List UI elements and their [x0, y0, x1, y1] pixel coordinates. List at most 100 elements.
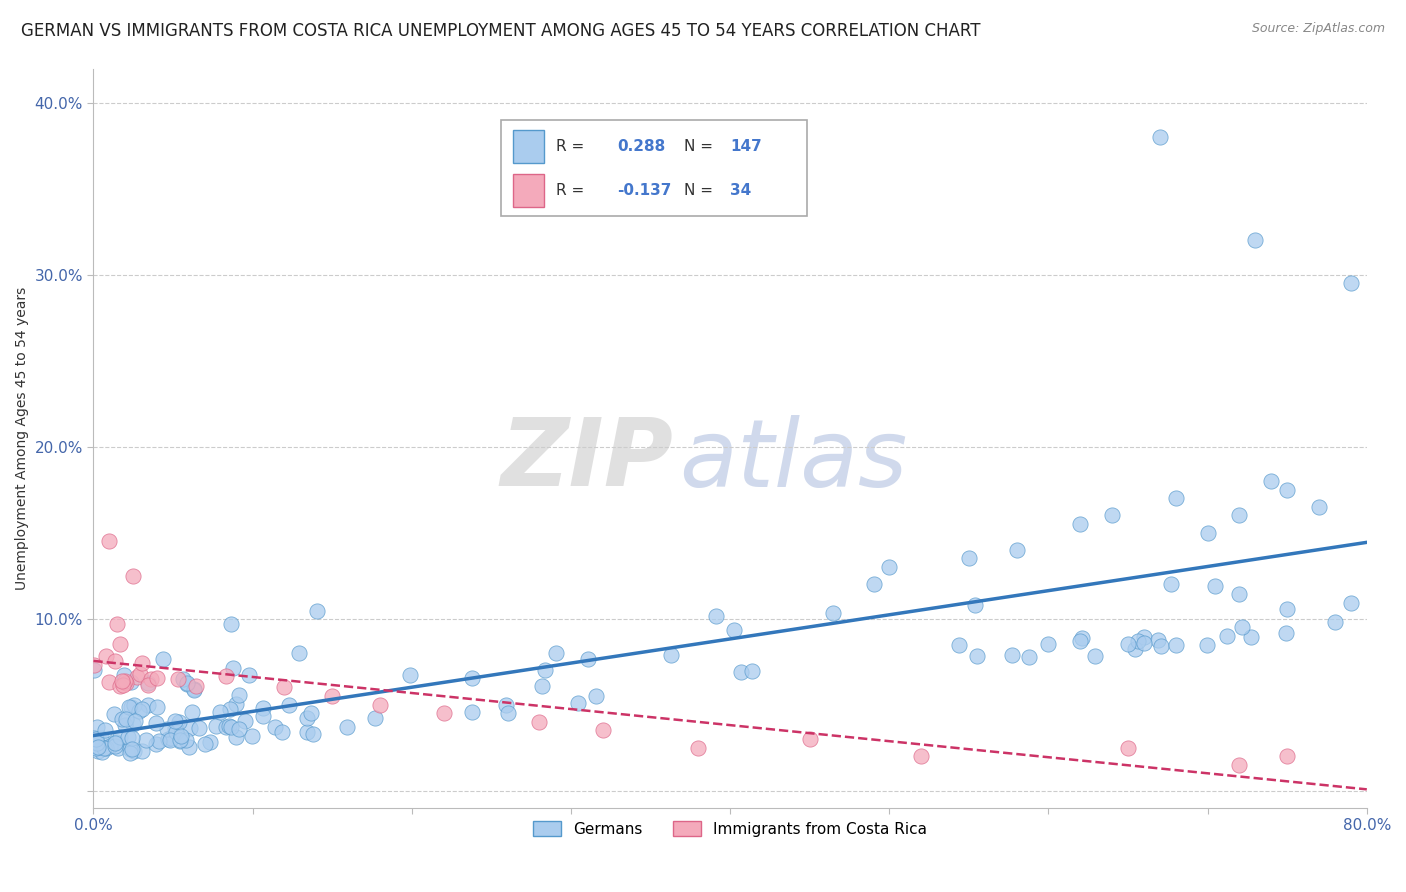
Point — [111, 712, 134, 726]
Point — [177, 739, 200, 754]
Point — [117, 731, 139, 745]
Point — [114, 718, 136, 732]
Point — [169, 732, 191, 747]
Point — [165, 725, 187, 739]
Point — [152, 652, 174, 666]
Point — [1239, 630, 1261, 644]
Point — [93, 741, 115, 756]
Point — [112, 667, 135, 681]
Point — [297, 711, 319, 725]
Point — [1018, 649, 1040, 664]
Point — [1150, 639, 1173, 653]
Point — [107, 741, 129, 756]
Point — [183, 681, 205, 696]
Point — [84, 741, 107, 756]
Point — [1340, 277, 1362, 291]
Point — [121, 741, 143, 756]
Point — [278, 698, 301, 712]
Point — [1133, 636, 1156, 650]
Point — [1001, 648, 1024, 662]
Point — [263, 720, 285, 734]
Point — [1277, 749, 1299, 764]
Point — [159, 733, 181, 747]
Point — [219, 617, 242, 632]
Point — [166, 672, 188, 686]
Point — [97, 674, 120, 689]
Point — [295, 725, 318, 739]
Point — [688, 740, 710, 755]
Point — [704, 608, 727, 623]
Point — [1149, 130, 1171, 145]
Point — [1038, 637, 1060, 651]
Text: Source: ZipAtlas.com: Source: ZipAtlas.com — [1251, 22, 1385, 36]
Point — [1101, 508, 1123, 523]
Point — [188, 721, 211, 735]
Point — [208, 705, 231, 719]
Point — [118, 699, 141, 714]
Point — [104, 739, 127, 753]
Point — [136, 678, 159, 692]
Point — [364, 710, 387, 724]
Point — [179, 721, 201, 735]
Point — [1244, 234, 1267, 248]
Point — [741, 664, 763, 678]
Point — [271, 725, 294, 739]
Point — [83, 658, 105, 673]
Point — [534, 663, 557, 677]
Point — [1116, 740, 1139, 755]
Point — [122, 568, 145, 582]
Point — [118, 746, 141, 760]
Point — [194, 737, 217, 751]
Point — [148, 734, 170, 748]
Point — [1123, 642, 1146, 657]
Point — [965, 598, 987, 612]
Point — [273, 681, 295, 695]
Point — [1005, 542, 1028, 557]
Point — [110, 637, 132, 651]
Text: ZIP: ZIP — [501, 414, 673, 507]
Point — [114, 673, 136, 688]
Point — [105, 616, 128, 631]
Point — [305, 603, 328, 617]
Point — [460, 671, 482, 685]
Point — [120, 700, 142, 714]
Point — [368, 698, 391, 712]
Point — [127, 670, 149, 684]
Point — [1128, 633, 1150, 648]
Point — [957, 551, 980, 566]
Point — [222, 661, 245, 675]
Point — [1084, 649, 1107, 664]
Point — [86, 740, 108, 755]
Point — [238, 668, 260, 682]
Point — [1147, 633, 1170, 648]
Point — [1340, 596, 1362, 610]
Point — [723, 624, 745, 638]
Point — [115, 676, 138, 690]
Point — [104, 654, 127, 668]
Point — [221, 720, 243, 734]
Point — [180, 705, 202, 719]
Point — [1323, 615, 1346, 629]
Point — [205, 719, 228, 733]
Point — [108, 730, 131, 744]
Point — [157, 732, 180, 747]
Point — [86, 736, 108, 750]
Point — [176, 676, 198, 690]
Point — [122, 717, 145, 731]
Point — [879, 560, 901, 574]
Point — [530, 679, 553, 693]
Point — [169, 733, 191, 747]
Point — [94, 649, 117, 664]
Point — [592, 723, 614, 738]
Point — [145, 737, 167, 751]
Point — [215, 720, 238, 734]
Point — [578, 652, 600, 666]
Point — [1308, 500, 1330, 514]
Point — [287, 646, 309, 660]
Legend: Germans, Immigrants from Costa Rica: Germans, Immigrants from Costa Rica — [526, 814, 935, 845]
Point — [585, 690, 607, 704]
Point — [1160, 577, 1182, 591]
Point — [100, 739, 122, 753]
Point — [200, 735, 222, 749]
Point — [83, 663, 105, 677]
